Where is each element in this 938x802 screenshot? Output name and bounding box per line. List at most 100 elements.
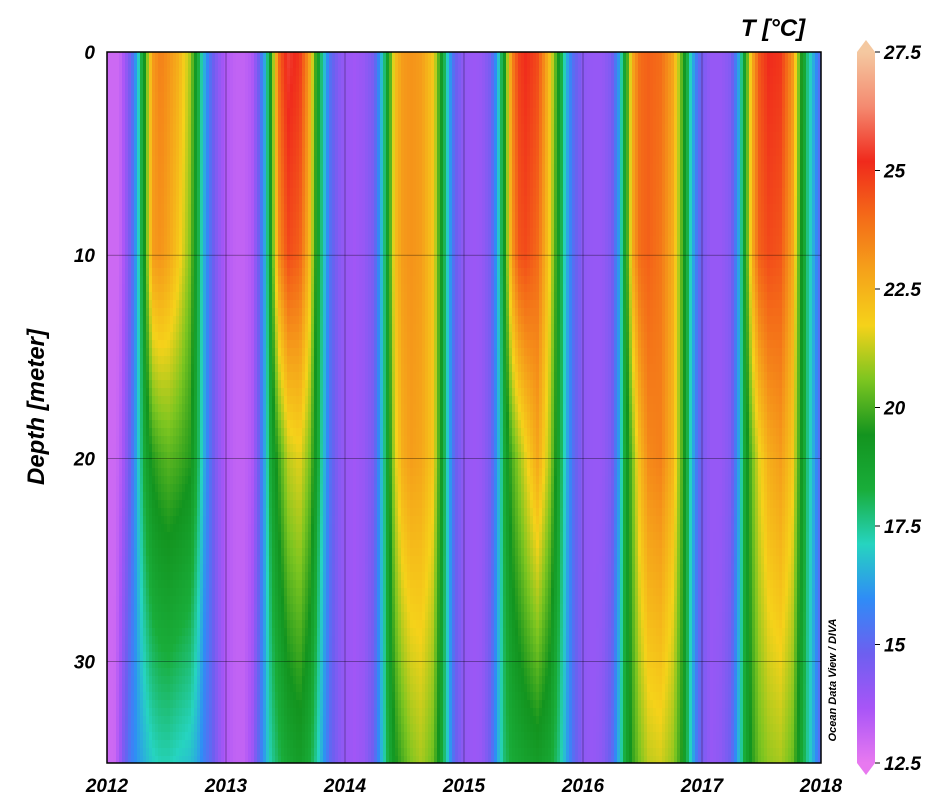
heatmap-cell: [119, 364, 123, 373]
heatmap-cell: [134, 596, 138, 605]
heatmap-cell: [134, 724, 138, 733]
heatmap-cell: [137, 436, 141, 445]
heatmap-cell: [107, 220, 111, 229]
heatmap-cell: [119, 700, 123, 709]
heatmap-cell: [122, 188, 126, 197]
heatmap-cell: [110, 740, 114, 749]
heatmap-cell: [113, 76, 117, 85]
heatmap-cell: [137, 148, 141, 157]
heatmap-cell: [116, 172, 120, 181]
heatmap-cell: [107, 732, 111, 741]
heatmap-cell: [110, 260, 114, 269]
heatmap-cell: [125, 388, 129, 397]
heatmap-cell: [128, 164, 132, 173]
heatmap-cell: [137, 196, 141, 205]
heatmap-cell: [125, 196, 129, 205]
heatmap-cell: [113, 332, 117, 341]
heatmap-cell: [125, 580, 129, 589]
heatmap-cell: [125, 140, 129, 149]
heatmap-cell: [128, 596, 132, 605]
heatmap-cell: [140, 308, 144, 317]
heatmap-cell: [137, 116, 141, 125]
heatmap-cell: [137, 428, 141, 437]
heatmap-cell: [128, 604, 132, 613]
heatmap-cell: [137, 284, 141, 293]
heatmap-cell: [140, 92, 144, 101]
heatmap-cell: [131, 220, 135, 229]
heatmap-cell: [134, 564, 138, 573]
heatmap-cell: [128, 204, 132, 213]
heatmap-cell: [110, 212, 114, 221]
heatmap-cell: [122, 348, 126, 357]
heatmap-cell: [107, 500, 111, 509]
heatmap-cell: [137, 676, 141, 685]
heatmap-cell: [113, 420, 117, 429]
heatmap-cell: [116, 236, 120, 245]
heatmap-cell: [125, 540, 129, 549]
heatmap-cell: [128, 444, 132, 453]
heatmap-cell: [113, 668, 117, 677]
heatmap-cell: [125, 652, 129, 661]
heatmap-cell: [128, 388, 132, 397]
heatmap-cell: [137, 588, 141, 597]
heatmap-cell: [122, 532, 126, 541]
heatmap-cell: [134, 660, 138, 669]
heatmap-cell: [113, 348, 117, 357]
heatmap-cell: [110, 540, 114, 549]
heatmap-cell: [116, 108, 120, 117]
heatmap-cell: [128, 700, 132, 709]
heatmap-cell: [107, 308, 111, 317]
heatmap-cell: [128, 412, 132, 421]
heatmap-cell: [140, 404, 144, 413]
heatmap-cell: [107, 548, 111, 557]
heatmap-cell: [107, 476, 111, 485]
heatmap-cell: [125, 228, 129, 237]
heatmap-cell: [122, 612, 126, 621]
heatmap-cell: [137, 700, 141, 709]
heatmap-cell: [110, 316, 114, 325]
heatmap-cell: [140, 252, 144, 261]
heatmap-cell: [113, 260, 117, 269]
heatmap-cell: [116, 460, 120, 469]
heatmap-cell: [116, 532, 120, 541]
heatmap-cell: [128, 540, 132, 549]
heatmap-cell: [116, 708, 120, 717]
heatmap-cell: [116, 180, 120, 189]
heatmap-cell: [134, 580, 138, 589]
heatmap-cell: [107, 420, 111, 429]
heatmap-cell: [116, 396, 120, 405]
heatmap-cell: [119, 260, 123, 269]
heatmap-cell: [134, 308, 138, 317]
heatmap-cell: [134, 204, 138, 213]
heatmap-cell: [107, 332, 111, 341]
heatmap-cell: [119, 596, 123, 605]
heatmap-cell: [128, 612, 132, 621]
heatmap-cell: [110, 580, 114, 589]
heatmap-cell: [110, 732, 114, 741]
heatmap-cell: [131, 68, 135, 77]
heatmap-cell: [125, 220, 129, 229]
heatmap-cell: [137, 396, 141, 405]
heatmap-cell: [119, 748, 123, 757]
heatmap-cell: [140, 732, 144, 741]
heatmap-cell: [107, 396, 111, 405]
heatmap-cell: [110, 420, 114, 429]
heatmap-cell: [116, 124, 120, 133]
heatmap-cell: [137, 596, 141, 605]
heatmap-cell: [131, 244, 135, 253]
heatmap-cell: [116, 724, 120, 733]
heatmap-cell: [137, 484, 141, 493]
heatmap-cell: [134, 436, 138, 445]
heatmap-cell: [134, 388, 138, 397]
heatmap-cell: [113, 564, 117, 573]
heatmap-cell: [107, 444, 111, 453]
heatmap-cell: [143, 84, 147, 93]
heatmap-cell: [137, 692, 141, 701]
heatmap-cell: [107, 676, 111, 685]
heatmap-cell: [122, 420, 126, 429]
heatmap-cell: [134, 260, 138, 269]
heatmap-cell: [113, 108, 117, 117]
heatmap-cell: [122, 548, 126, 557]
heatmap-cell: [110, 364, 114, 373]
heatmap-cell: [113, 524, 117, 533]
